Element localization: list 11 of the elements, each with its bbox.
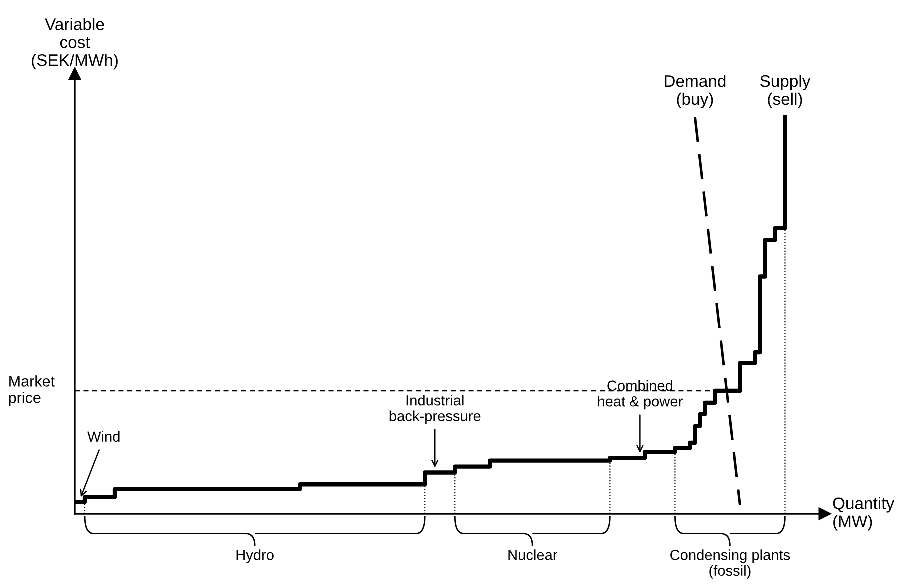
text: Hydro	[236, 550, 274, 564]
annotation: Wind	[88, 431, 120, 442]
y-axis-title: Variable cost (SEK/MWh)	[32, 18, 118, 70]
x-axis-title: Quantity (MW)	[833, 497, 895, 531]
text: Condensing plants (fossil)	[670, 550, 790, 579]
series-label: Demand (buy)	[665, 74, 726, 108]
series-label: Supply (sell)	[760, 74, 811, 108]
ref-line-label: Market price	[9, 376, 55, 406]
annotation: Industrial back-pressure	[390, 395, 481, 424]
text: Nuclear	[508, 550, 558, 560]
annotation: Combined heat & power	[598, 380, 683, 410]
